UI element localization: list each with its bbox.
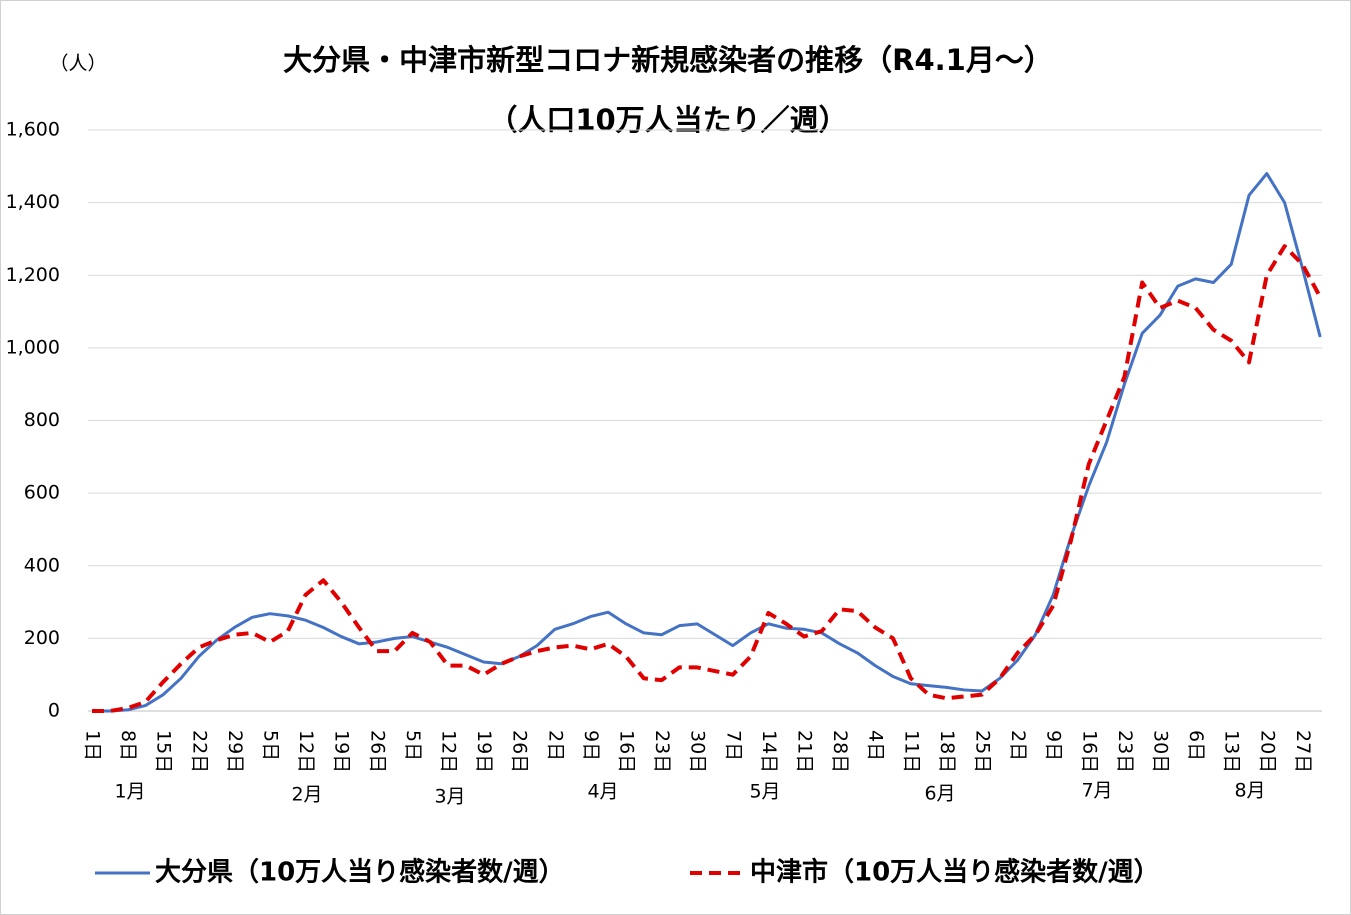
x-tick-label: 2日 (544, 730, 566, 761)
x-tick-label: 28日 (829, 730, 851, 773)
month-label: 3月 (434, 786, 465, 808)
y-tick-label: 1,600 (6, 119, 60, 141)
x-tick-label: 16日 (616, 730, 638, 773)
x-tick-label: 12日 (295, 730, 317, 773)
x-tick-label: 21日 (794, 730, 816, 773)
x-tick-label: 30日 (1150, 730, 1172, 773)
series-line (92, 244, 1322, 713)
x-tick-label: 14日 (758, 730, 780, 773)
month-label: 5月 (749, 781, 780, 803)
month-label: 1月 (114, 781, 145, 803)
x-tick-label: 7日 (722, 730, 744, 761)
x-tick-label: 16日 (1078, 730, 1100, 773)
y-tick-label: 0 (48, 700, 60, 722)
legend-label: 大分県（10万人当り感染者数/週） (155, 858, 565, 888)
x-tick-label: 9日 (580, 730, 602, 761)
y-tick-label: 400 (24, 554, 60, 576)
x-tick-label: 20日 (1256, 730, 1278, 773)
x-tick-label: 8日 (117, 730, 139, 761)
chart-subtitle: （人口10万人当たり／週） (488, 103, 847, 137)
y-tick-label: 1,400 (6, 191, 60, 213)
x-tick-label: 5日 (260, 730, 282, 761)
y-tick-label: 1,000 (6, 336, 60, 358)
x-tick-label: 18日 (936, 730, 958, 773)
x-tick-label: 9日 (1043, 730, 1065, 761)
x-tick-label: 4日 (865, 730, 887, 761)
x-tick-label: 11日 (900, 730, 922, 773)
x-tick-label: 27日 (1292, 730, 1314, 773)
legend-label: 中津市（10万人当り感染者数/週） (750, 857, 1160, 888)
month-label: 8月 (1234, 780, 1265, 802)
x-tick-label: 26日 (366, 730, 388, 773)
month-label: 4月 (587, 781, 618, 803)
x-tick-label: 19日 (473, 730, 495, 773)
x-tick-label: 23日 (651, 730, 673, 773)
y-tick-label: 1,200 (6, 264, 60, 286)
x-tick-label: 25日 (972, 730, 994, 773)
x-tick-label: 19日 (331, 730, 353, 773)
x-tick-label: 29日 (224, 730, 246, 773)
x-tick-label: 2日 (1007, 730, 1029, 761)
x-tick-label: 23日 (1114, 730, 1136, 773)
series-line (92, 172, 1322, 713)
x-tick-label: 30日 (687, 730, 709, 773)
x-tick-label: 15日 (153, 730, 175, 773)
x-tick-label: 22日 (188, 730, 210, 773)
y-tick-label: 600 (24, 482, 60, 504)
y-unit: （人） (49, 53, 106, 75)
x-tick-label: 12日 (438, 730, 460, 773)
month-label: 7月 (1081, 780, 1112, 802)
x-tick-label: 5日 (402, 730, 424, 761)
y-tick-label: 800 (24, 409, 60, 431)
month-label: 6月 (924, 783, 955, 805)
month-label: 2月 (291, 784, 322, 806)
x-tick-label: 6日 (1185, 730, 1207, 761)
chart-title: 大分県・中津市新型コロナ新規感染者の推移（R4.1月～） (283, 43, 1053, 77)
x-tick-label: 1日 (82, 730, 104, 761)
x-tick-label: 26日 (509, 730, 531, 773)
y-tick-label: 200 (24, 627, 60, 649)
x-tick-label: 13日 (1221, 730, 1243, 773)
